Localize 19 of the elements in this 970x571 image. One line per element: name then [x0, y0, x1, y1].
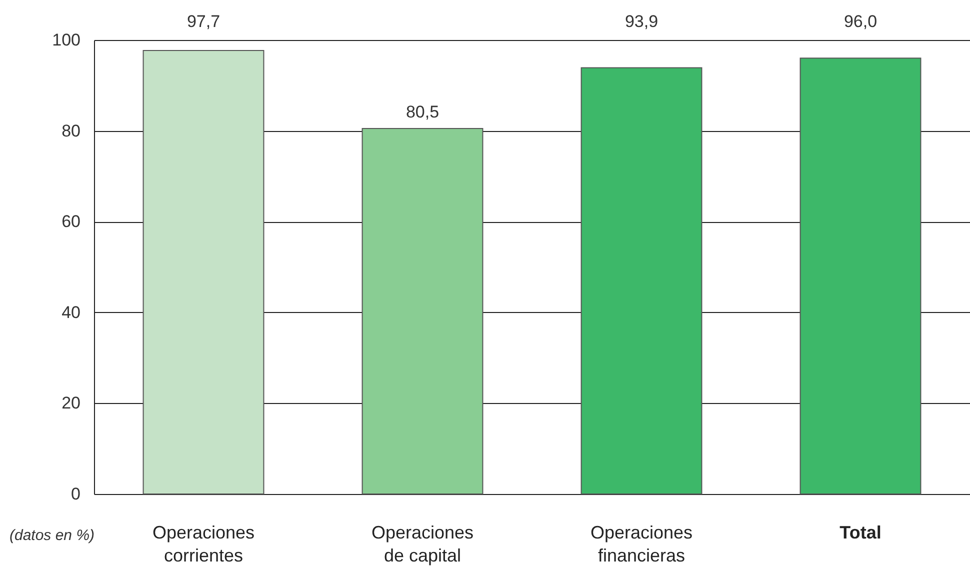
data-label: 80,5 — [406, 102, 440, 122]
text: (datos en %) — [9, 527, 95, 544]
data-label: 97,7 — [186, 12, 220, 31]
y-tick-label: 40 — [62, 302, 80, 322]
y-tick-label: 80 — [62, 121, 80, 140]
bar — [362, 128, 484, 494]
x-tick-label: Operaciones financieras — [590, 522, 693, 566]
y-tick-label: 0 — [71, 484, 80, 504]
y-tick-label: 20 — [62, 394, 80, 413]
x-tick-label: Operaciones de capital — [371, 522, 474, 566]
y-tick-label: 60 — [62, 212, 80, 232]
data-label: 93,9 — [624, 12, 658, 31]
data-label: 96,0 — [844, 12, 878, 31]
bar — [580, 67, 702, 494]
x-tick-label: Total — [840, 522, 882, 542]
y-tick-label: 100 — [52, 30, 80, 50]
x-tick-label: Operaciones corrientes — [152, 522, 255, 566]
bar — [800, 58, 922, 494]
bar — [142, 50, 264, 494]
